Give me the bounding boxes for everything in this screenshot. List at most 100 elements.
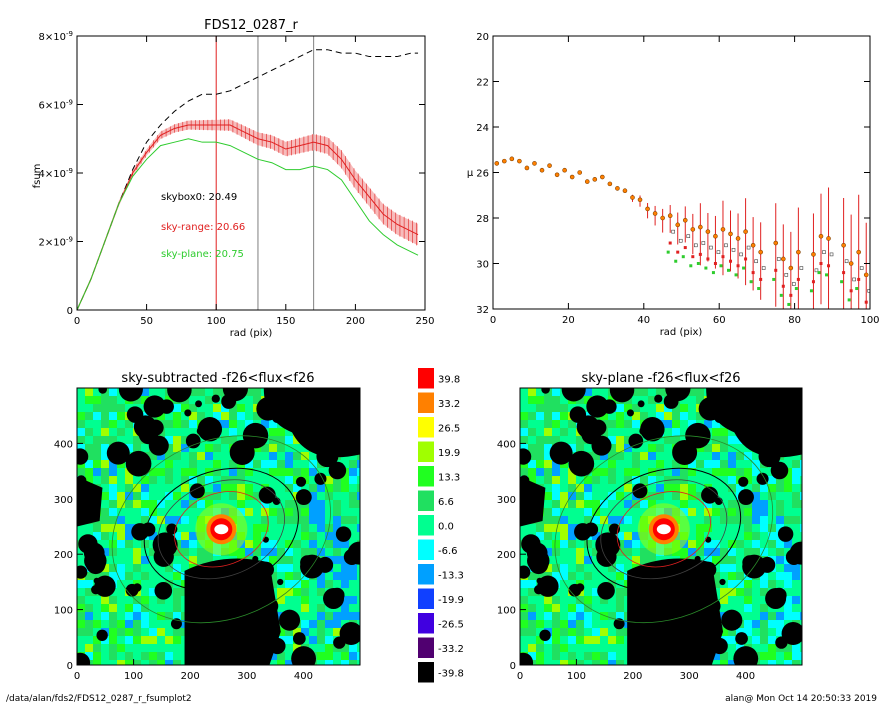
image-pixel <box>600 460 608 468</box>
image-pixel <box>341 476 349 484</box>
image-pixel <box>536 396 544 404</box>
image-pixel <box>277 428 285 436</box>
mu-point-alt <box>776 257 781 261</box>
image-pixel <box>237 492 245 500</box>
image-pixel <box>165 596 173 604</box>
image-pixel <box>261 508 269 516</box>
image-pixel <box>592 588 600 596</box>
colorbar-label: -26.5 <box>438 619 464 630</box>
image-pixel <box>560 596 568 604</box>
image-pixel <box>149 620 157 628</box>
image-pixel <box>728 556 736 564</box>
image-pixel <box>173 404 181 412</box>
mask-blob <box>93 577 100 584</box>
image-pixel <box>221 484 229 492</box>
y-tick-label: 0 <box>510 661 516 672</box>
aperture-inner <box>174 491 269 568</box>
mask-blob <box>637 400 645 408</box>
image-pixel <box>688 508 696 516</box>
image-pixel <box>197 412 205 420</box>
image-pixel <box>101 428 109 436</box>
image-pixel <box>261 516 269 524</box>
image-pixel <box>77 444 85 452</box>
image-pixel <box>125 636 133 644</box>
mu-point <box>788 265 794 271</box>
colorbar-label: -6.6 <box>438 546 458 557</box>
image-pixel <box>600 628 608 636</box>
image-pixel <box>285 540 293 548</box>
mu-point <box>637 197 643 203</box>
image-pixel <box>696 412 704 420</box>
image-pixel <box>736 548 744 556</box>
image-pixel <box>117 636 125 644</box>
image-pixel <box>800 492 802 500</box>
image-pixel <box>173 452 181 460</box>
image-pixel <box>704 460 712 468</box>
image-pixel <box>85 460 93 468</box>
colorbar-label: 19.9 <box>438 448 460 459</box>
image-pixel <box>688 524 696 532</box>
image-pixel <box>752 540 760 548</box>
image-pixel <box>704 452 712 460</box>
image-pixel <box>333 508 341 516</box>
image-pixel <box>608 428 616 436</box>
fsum-panel: FDS12_0287_r 0 50 100 150 200 25002×10-94×10-… <box>32 18 435 339</box>
image-pixel <box>165 508 173 516</box>
image-pixel <box>245 484 253 492</box>
image-pixel <box>640 508 648 516</box>
image-pixel <box>592 532 600 540</box>
image-pixel <box>568 564 576 572</box>
image-pixel <box>768 572 776 580</box>
image-pixel <box>536 604 544 612</box>
galaxy-saturated <box>656 524 671 535</box>
image-pixel <box>189 508 197 516</box>
image-pixel <box>117 580 125 588</box>
image-pixel <box>544 652 552 660</box>
image-pixel <box>728 636 736 644</box>
image-pixel <box>520 388 528 396</box>
image-pixel <box>672 484 680 492</box>
image-pixel <box>165 452 173 460</box>
image-pixel <box>85 436 93 444</box>
image-pixel <box>664 420 672 428</box>
image-pixel <box>792 652 800 660</box>
mu-point <box>848 261 854 266</box>
image-pixel <box>640 548 648 556</box>
image-pixel <box>109 420 117 428</box>
image-pixel <box>237 500 245 508</box>
mask-blob <box>561 388 586 402</box>
image-pixel <box>101 644 109 652</box>
image-pixel <box>285 564 293 572</box>
image-pixel <box>341 604 349 612</box>
image-pixel <box>728 532 736 540</box>
image-pixel <box>133 636 141 644</box>
image-pixel <box>93 436 101 444</box>
image-pixel <box>752 532 760 540</box>
galaxy-saturated <box>214 524 229 535</box>
image-pixel <box>736 604 744 612</box>
image-pixel <box>125 428 133 436</box>
mu-point <box>856 249 861 255</box>
image-pixel <box>165 564 173 572</box>
image-pixel <box>357 532 360 540</box>
mask-blob <box>195 400 202 408</box>
mask-blob <box>291 646 317 665</box>
image-pixel <box>784 476 792 484</box>
image-pixel <box>632 540 640 548</box>
mu-point-alt <box>829 252 834 257</box>
mask-blob <box>292 632 306 645</box>
mask-blob <box>118 388 143 402</box>
image-pixel <box>269 452 277 460</box>
image-pixel <box>744 596 752 604</box>
image-pixel <box>277 604 285 612</box>
image-pixel <box>173 516 181 524</box>
image-pixel <box>760 484 768 492</box>
image-pixel <box>728 460 736 468</box>
image-pixel <box>584 612 592 620</box>
image-pixel <box>357 452 360 460</box>
image-pixel <box>608 444 616 452</box>
y-tick-label: 24 <box>476 123 489 134</box>
image-pixel <box>536 644 544 652</box>
image-pixel <box>181 436 189 444</box>
